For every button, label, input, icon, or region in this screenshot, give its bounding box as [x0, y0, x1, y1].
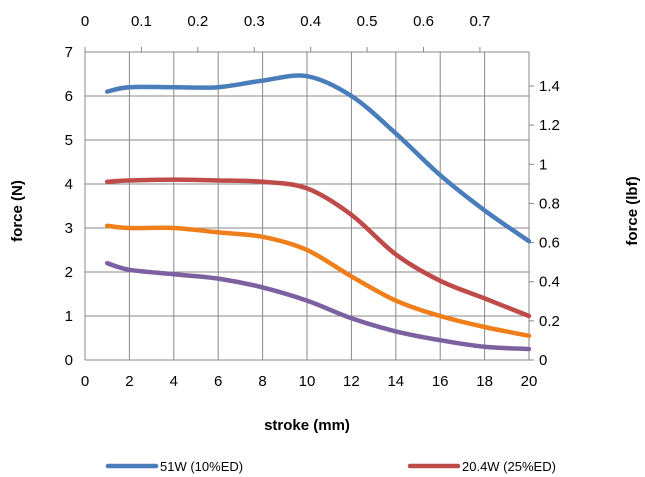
x-secondary-tick-label: 0.2: [187, 13, 208, 30]
y-secondary-tick-label: 0: [539, 352, 547, 369]
series-line-4: [104, 260, 532, 352]
x-axis-title: stroke (mm): [264, 417, 350, 434]
y-secondary-tick-label: 0.8: [539, 195, 560, 212]
x-tick-label: 8: [258, 373, 266, 390]
legend: 51W (10%ED) 20.4W (25%ED): [105, 459, 556, 474]
y-axis-secondary-title: force (lbf): [624, 176, 641, 245]
legend-label-2: 20.4W (25%ED): [462, 459, 556, 474]
x-secondary-tick-label: 0.7: [469, 13, 490, 30]
y-tick-label: 5: [65, 132, 73, 149]
y-secondary-tick-label: 0.6: [539, 235, 560, 252]
y-tick-label: 3: [65, 220, 73, 237]
y-tick-label: 4: [65, 176, 73, 193]
grid-lines: [84, 51, 530, 361]
x-tick-label: 4: [170, 373, 178, 390]
x-tick-label: 18: [476, 373, 493, 390]
y-tick-label: 0: [65, 352, 73, 369]
y-tick-label: 2: [65, 264, 73, 281]
y-secondary-tick-label: 1: [539, 156, 547, 173]
y-secondary-tick-label: 0.4: [539, 274, 560, 291]
y-secondary-tick-label: 1.2: [539, 117, 560, 134]
axes: [84, 47, 534, 361]
x-secondary-tick-label: 0.3: [244, 13, 265, 30]
y-axis-title: force (N): [9, 180, 26, 242]
x-tick-label: 14: [387, 373, 404, 390]
y-tick-label: 1: [65, 308, 73, 325]
series-line-3: [104, 223, 532, 339]
x-tick-label: 6: [214, 373, 222, 390]
x-tick-label: 16: [432, 373, 449, 390]
x-tick-label: 0: [81, 373, 89, 390]
y-tick-label: 7: [65, 44, 73, 61]
x-tick-label: 10: [299, 373, 316, 390]
y-tick-label: 6: [65, 88, 73, 105]
data-series: [104, 73, 532, 352]
x-secondary-tick-label: 0.4: [300, 13, 321, 30]
series-line-2: [104, 177, 532, 319]
x-secondary-tick-label: 0.5: [357, 13, 378, 30]
series-line-1: [104, 73, 532, 244]
x-secondary-tick-label: 0.1: [131, 13, 152, 30]
x-tick-label: 20: [521, 373, 538, 390]
x-secondary-tick-label: 0.6: [413, 13, 434, 30]
x-secondary-tick-label: 0: [81, 13, 89, 30]
y-secondary-tick-label: 0.2: [539, 313, 560, 330]
x-tick-label: 2: [125, 373, 133, 390]
y-secondary-tick-label: 1.4: [539, 78, 560, 95]
x-tick-label: 12: [343, 373, 360, 390]
legend-label-1: 51W (10%ED): [160, 459, 243, 474]
